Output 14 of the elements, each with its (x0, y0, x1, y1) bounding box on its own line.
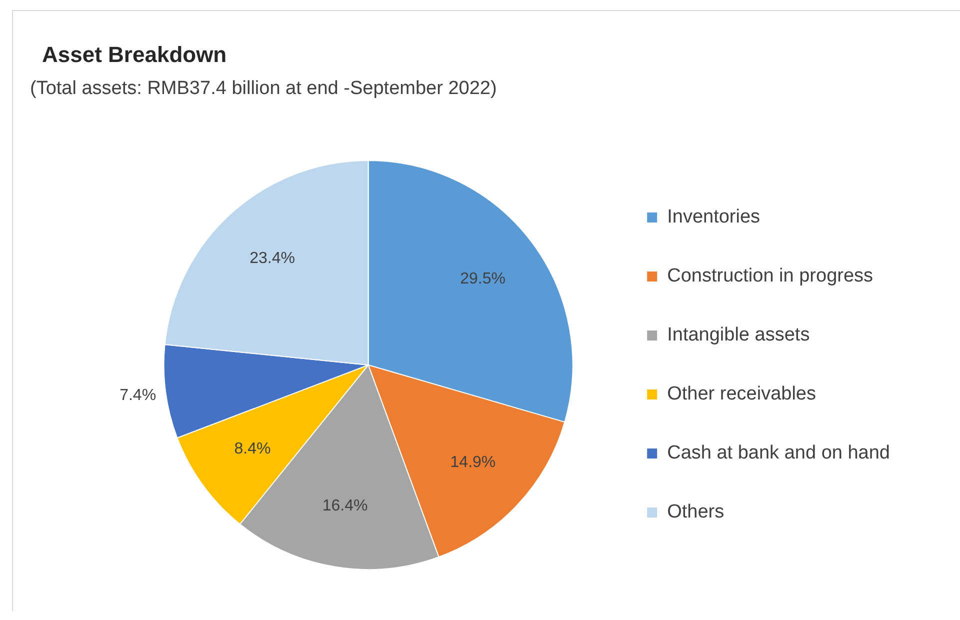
data-label: 16.4% (322, 498, 368, 515)
legend-label: Others (667, 502, 724, 523)
chart-title: Asset Breakdown (42, 42, 227, 68)
data-label: 14.9% (450, 454, 496, 472)
data-label: 29.5% (460, 270, 506, 288)
data-label: 7.4% (120, 386, 156, 404)
chart-subtitle: (Total assets: RMB37.4 billion at end -September 2022) (30, 78, 497, 100)
legend-label: Intangible assets (667, 324, 810, 346)
legend-label: Construction in progress (667, 266, 874, 287)
data-label: 23.4% (250, 250, 295, 268)
legend-label: Cash at bank and on hand (667, 442, 890, 464)
legend-label: Other receivables (667, 384, 816, 405)
legend-label: Inventories (667, 206, 760, 228)
data-label: 8.4% (234, 440, 271, 458)
